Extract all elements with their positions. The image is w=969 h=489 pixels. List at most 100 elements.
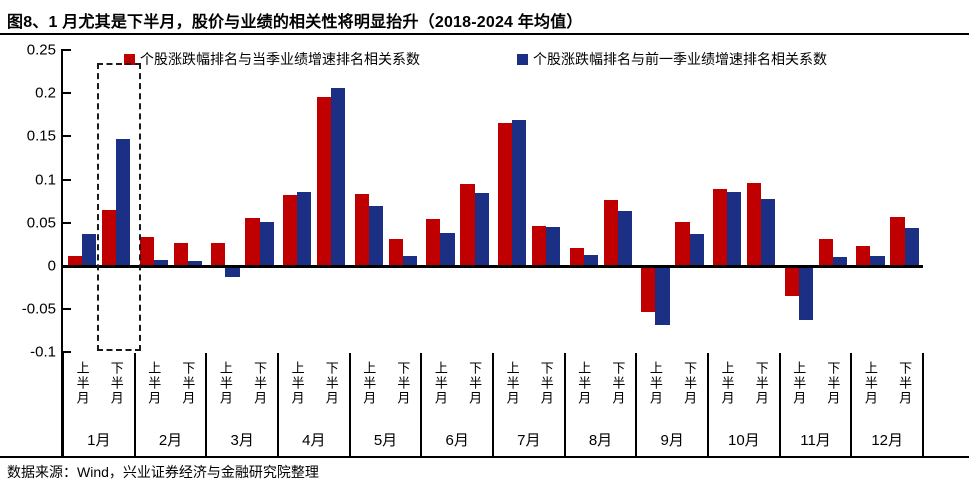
x-label-half-month: 下半月 bbox=[108, 361, 124, 406]
bar-blue-12月下半月 bbox=[904, 227, 919, 266]
page-title: 图8、1 月尤其是下半月，股价与业绩的相关性将明显抬升（2018-2024 年均… bbox=[7, 14, 583, 31]
legend-item-current-quarter: 个股涨跌幅排名与当季业绩增速排名相关系数 bbox=[124, 49, 420, 69]
x-label-half-month: 上半月 bbox=[791, 361, 807, 406]
bar-blue-7月下半月 bbox=[546, 227, 561, 266]
january-second-half-highlight-box bbox=[97, 63, 141, 351]
legend-label: 个股涨跌幅排名与当季业绩增速排名相关系数 bbox=[140, 51, 420, 67]
y-tick-label: -0.05 bbox=[21, 300, 56, 318]
bar-red-5月上半月 bbox=[354, 194, 369, 266]
bar-blue-3月上半月 bbox=[225, 266, 240, 278]
x-label-month: 5月 bbox=[373, 432, 398, 449]
x-label-half-month: 上半月 bbox=[862, 361, 878, 406]
x-label-month: 3月 bbox=[230, 432, 254, 449]
legend-label: 个股涨跌幅排名与前一季业绩增速排名相关系数 bbox=[533, 51, 827, 67]
bar-red-10月上半月 bbox=[712, 189, 728, 266]
x-label-month: 4月 bbox=[302, 432, 326, 449]
zero-axis-line bbox=[63, 265, 923, 268]
bar-blue-1月上半月 bbox=[82, 234, 97, 266]
bar-red-6月下半月 bbox=[460, 183, 475, 266]
bar-red-12月上半月 bbox=[856, 246, 871, 266]
bar-blue-6月上半月 bbox=[440, 233, 455, 266]
y-tick-label: 0.1 bbox=[35, 171, 56, 189]
x-label-half-month: 下半月 bbox=[897, 361, 913, 406]
bar-blue-5月下半月 bbox=[402, 256, 418, 266]
bar-blue-11月上半月 bbox=[798, 266, 813, 321]
y-tick-mark bbox=[63, 308, 71, 311]
month-separator bbox=[850, 353, 853, 457]
bar-blue-9月下半月 bbox=[689, 234, 704, 266]
y-axis-line bbox=[61, 49, 63, 457]
y-tick-mark bbox=[63, 351, 71, 354]
month-separator bbox=[205, 353, 208, 457]
x-label-half-month: 上半月 bbox=[719, 361, 735, 406]
y-tick-label: -0.1 bbox=[30, 343, 56, 361]
x-label-month: 1月 bbox=[87, 432, 111, 449]
y-tick-label: 0.15 bbox=[26, 127, 56, 145]
x-label-month: 12月 bbox=[871, 432, 903, 449]
x-label-half-month: 上半月 bbox=[504, 361, 520, 406]
x-label-half-month: 下半月 bbox=[753, 361, 769, 406]
bar-red-5月下半月 bbox=[388, 239, 403, 266]
x-label-half-month: 上半月 bbox=[432, 361, 448, 406]
y-tick-mark bbox=[63, 92, 71, 95]
y-tick-mark bbox=[63, 178, 71, 181]
x-label-half-month: 下半月 bbox=[252, 361, 268, 406]
legend-item-previous-quarter: 个股涨跌幅排名与前一季业绩增速排名相关系数 bbox=[517, 49, 827, 69]
x-label-half-month: 上半月 bbox=[289, 361, 305, 406]
bar-red-6月上半月 bbox=[426, 219, 441, 266]
month-separator bbox=[348, 353, 351, 457]
month-separator bbox=[563, 353, 566, 457]
y-tick-label: 0.2 bbox=[35, 84, 56, 102]
y-tick-label: 0 bbox=[47, 257, 56, 275]
bar-red-4月下半月 bbox=[317, 96, 332, 266]
bar-red-1月上半月 bbox=[67, 256, 83, 266]
x-label-month: 10月 bbox=[727, 432, 760, 449]
bar-red-8月上半月 bbox=[569, 247, 584, 266]
bar-red-2月上半月 bbox=[139, 237, 154, 266]
bar-blue-4月上半月 bbox=[297, 191, 312, 266]
month-separator bbox=[635, 353, 638, 457]
x-label-half-month: 下半月 bbox=[682, 361, 698, 406]
x-label-month: 11月 bbox=[800, 432, 831, 449]
bar-blue-2月上半月 bbox=[153, 259, 168, 266]
bar-red-11月上半月 bbox=[784, 266, 799, 297]
x-label-month: 8月 bbox=[588, 432, 613, 449]
bar-red-9月下半月 bbox=[675, 221, 690, 266]
bar-blue-6月下半月 bbox=[474, 193, 489, 266]
x-label-month: 2月 bbox=[158, 432, 183, 449]
y-tick-mark bbox=[63, 49, 71, 51]
x-label-half-month: 上半月 bbox=[74, 361, 90, 406]
bar-blue-8月上半月 bbox=[583, 254, 598, 266]
bar-blue-11月下半月 bbox=[832, 257, 848, 266]
month-separator bbox=[62, 353, 64, 457]
x-label-month: 6月 bbox=[445, 432, 469, 449]
title-underline bbox=[0, 33, 969, 35]
month-separator bbox=[492, 353, 494, 457]
month-separator bbox=[778, 353, 781, 457]
x-label-half-month: 上半月 bbox=[146, 361, 162, 406]
x-label-half-month: 下半月 bbox=[825, 361, 841, 406]
y-tick-mark bbox=[63, 221, 71, 224]
legend-swatch-blue-icon bbox=[517, 53, 528, 65]
bar-red-9月上半月 bbox=[641, 266, 656, 312]
x-label-half-month: 下半月 bbox=[610, 361, 626, 406]
bar-red-10月下半月 bbox=[747, 183, 762, 266]
x-label-half-month: 下半月 bbox=[395, 361, 411, 406]
bar-blue-2月下半月 bbox=[187, 260, 203, 266]
bar-red-3月下半月 bbox=[245, 218, 260, 266]
bar-red-7月下半月 bbox=[532, 226, 547, 266]
y-tick-label: 0.05 bbox=[26, 214, 56, 232]
month-separator bbox=[922, 353, 924, 457]
bar-red-4月上半月 bbox=[282, 195, 298, 266]
x-label-half-month: 上半月 bbox=[647, 361, 663, 406]
bar-red-1月下半月 bbox=[102, 209, 117, 266]
y-tick-label: 0.25 bbox=[26, 41, 56, 59]
x-label-half-month: 上半月 bbox=[361, 361, 377, 406]
bar-blue-10月下半月 bbox=[761, 198, 776, 266]
bar-blue-3月下半月 bbox=[259, 221, 274, 266]
y-tick-mark bbox=[63, 135, 71, 138]
bar-red-3月上半月 bbox=[211, 242, 226, 266]
bar-red-8月下半月 bbox=[603, 200, 618, 266]
x-label-half-month: 上半月 bbox=[576, 361, 592, 406]
